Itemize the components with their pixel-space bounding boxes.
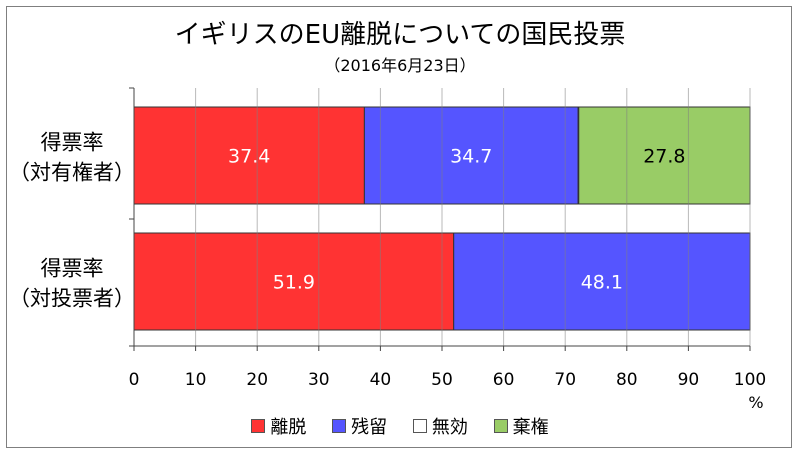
legend-item-remain: 残留	[332, 413, 387, 439]
data-label: 37.4	[228, 146, 270, 168]
legend-swatch-abstain	[493, 419, 508, 433]
legend: 離脱 残留 無効 棄権	[0, 413, 800, 439]
legend-label-leave: 離脱	[270, 417, 307, 438]
bar-segment	[453, 232, 751, 331]
x-tick-label: 60	[493, 370, 515, 390]
chart-title: イギリスのEU離脱についての国民投票	[174, 20, 626, 50]
bar-segment	[133, 232, 455, 331]
chart-frame	[6, 6, 792, 448]
x-tick-label: 50	[431, 370, 453, 390]
x-tick-label: 20	[246, 370, 268, 390]
legend-item-invalid: 無効	[412, 413, 468, 439]
data-label: 51.9	[273, 272, 315, 294]
legend-item-abstain: 棄権	[493, 413, 549, 439]
category-label: 得票率	[41, 257, 104, 281]
x-tick-label: 90	[678, 370, 700, 390]
x-tick-label: 10	[185, 370, 207, 390]
legend-item-leave: 離脱	[251, 413, 306, 439]
x-tick-label: 70	[554, 370, 576, 390]
legend-swatch-invalid	[412, 419, 427, 433]
data-label: 27.8	[643, 146, 685, 168]
legend-label-abstain: 棄権	[512, 417, 549, 438]
legend-swatch-leave	[251, 419, 266, 433]
x-tick-label: 30	[308, 370, 330, 390]
legend-label-invalid: 無効	[431, 417, 468, 438]
legend-label-remain: 残留	[351, 417, 388, 438]
chart-subtitle: （2016年6月23日）	[324, 56, 476, 75]
category-label: 得票率	[41, 131, 104, 155]
bar-segment	[363, 106, 579, 205]
data-label: 34.7	[450, 146, 492, 168]
x-tick-label: 0	[129, 370, 140, 390]
category-label: （対有権者）	[9, 161, 135, 185]
legend-swatch-remain	[332, 419, 347, 433]
data-label: 48.1	[581, 272, 623, 294]
x-tick-label: 80	[616, 370, 638, 390]
x-tick-label: 40	[370, 370, 392, 390]
x-tick-label: 100	[734, 370, 766, 390]
category-label: （対投票者）	[9, 287, 135, 311]
x-axis-unit: %	[748, 393, 763, 412]
